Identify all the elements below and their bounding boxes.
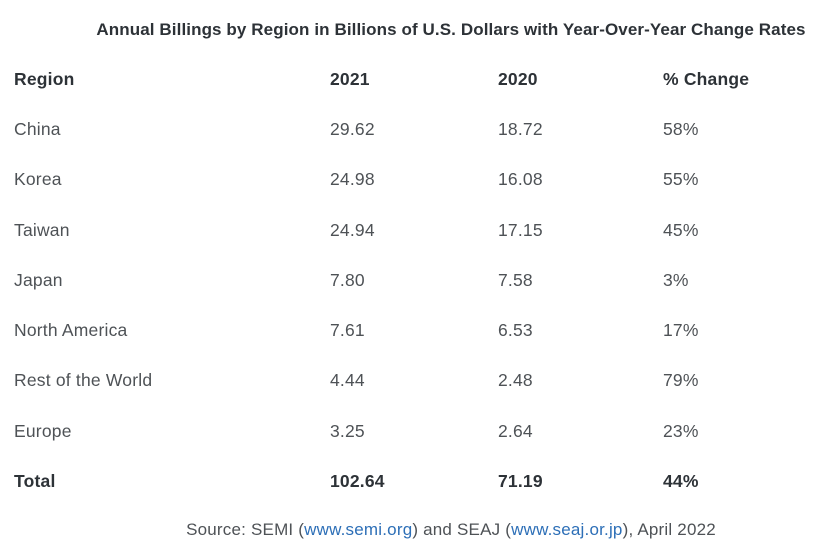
value-2021-cell: 7.61	[330, 320, 365, 341]
change-cell: 45%	[663, 219, 699, 240]
value-2021-cell: 3.25	[330, 420, 365, 441]
value-2020-cell: 18.72	[498, 118, 543, 139]
change-cell: 23%	[663, 420, 699, 441]
table-header-row: Region 2021 2020 % Change	[0, 54, 840, 104]
value-2020-cell: 2.64	[498, 420, 533, 441]
value-2020-cell: 16.08	[498, 169, 543, 190]
change-cell: 3%	[663, 269, 689, 290]
table-row-taiwan: Taiwan 24.94 17.15 45%	[0, 205, 840, 255]
table-row-korea: Korea 24.98 16.08 55%	[0, 155, 840, 205]
page-title: Annual Billings by Region in Billions of…	[96, 20, 806, 39]
column-header-2020: 2020	[498, 68, 538, 89]
table-row-china: China 29.62 18.72 58%	[0, 104, 840, 154]
change-cell: 58%	[663, 118, 699, 139]
value-2020-cell: 2.48	[498, 370, 533, 391]
value-2021-cell: 7.80	[330, 269, 365, 290]
column-header-change: % Change	[663, 68, 750, 89]
change-cell: 17%	[663, 320, 699, 341]
source-attribution: Source: SEMI (www.semi.org) and SEAJ (ww…	[0, 520, 840, 540]
seaj-or-jp-link[interactable]: www.seaj.or.jp	[511, 520, 623, 539]
region-cell: Korea	[14, 169, 62, 190]
change-cell: 79%	[663, 370, 699, 391]
semi-org-link[interactable]: www.semi.org	[304, 520, 413, 539]
column-header-2021: 2021	[330, 68, 370, 89]
value-2020-cell: 6.53	[498, 320, 533, 341]
table-row-north-america: North America 7.61 6.53 17%	[0, 305, 840, 355]
value-2021-cell: 102.64	[330, 471, 385, 492]
region-cell: China	[14, 118, 61, 139]
source-text-middle: ) and SEAJ (	[412, 520, 512, 539]
billings-table: Region 2021 2020 % Change China 29.62 18…	[0, 54, 840, 507]
source-text-prefix: Source: SEMI (	[186, 520, 305, 539]
column-header-region: Region	[14, 68, 75, 89]
value-2021-cell: 24.94	[330, 219, 375, 240]
value-2021-cell: 29.62	[330, 118, 375, 139]
value-2020-cell: 7.58	[498, 269, 533, 290]
region-cell: Total	[14, 471, 56, 492]
table-row-japan: Japan 7.80 7.58 3%	[0, 255, 840, 305]
region-cell: Europe	[14, 420, 72, 441]
region-cell: Japan	[14, 269, 63, 290]
change-cell: 55%	[663, 169, 699, 190]
region-cell: North America	[14, 320, 128, 341]
source-text-suffix: ), April 2022	[622, 520, 716, 539]
value-2021-cell: 4.44	[330, 370, 365, 391]
region-cell: Taiwan	[14, 219, 70, 240]
table-row-total: Total 102.64 71.19 44%	[0, 456, 840, 506]
value-2021-cell: 24.98	[330, 169, 375, 190]
region-cell: Rest of the World	[14, 370, 153, 391]
table-row-rest-of-world: Rest of the World 4.44 2.48 79%	[0, 356, 840, 406]
change-cell: 44%	[663, 471, 699, 492]
value-2020-cell: 17.15	[498, 219, 543, 240]
value-2020-cell: 71.19	[498, 471, 543, 492]
table-row-europe: Europe 3.25 2.64 23%	[0, 406, 840, 456]
